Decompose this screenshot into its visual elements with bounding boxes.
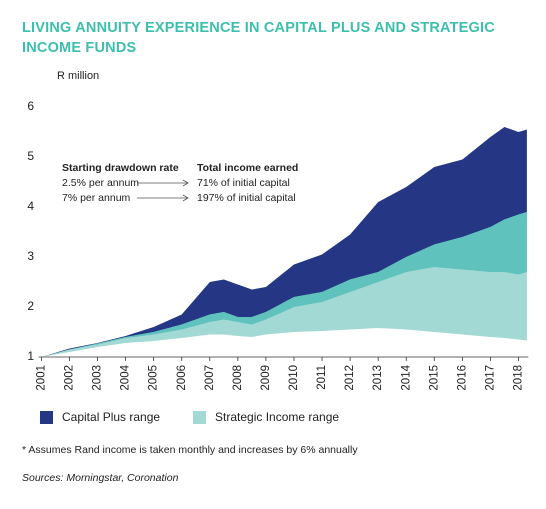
y-tick-label: 2 [27, 299, 34, 313]
chart-title: INCOME FUNDS [22, 40, 137, 56]
x-tick-label: 2002 [64, 365, 76, 391]
x-tick-label: 2015 [428, 365, 440, 391]
inset-table: Starting drawdown rate Total income earn… [62, 162, 298, 204]
x-tick-label: 2014 [400, 364, 412, 390]
x-tick-label: 2010 [288, 365, 300, 391]
legend-swatch [193, 411, 206, 424]
arrow [137, 179, 189, 202]
y-tick-label: 5 [27, 149, 34, 163]
x-tick-label: 2009 [260, 365, 272, 391]
legend-label: Strategic Income range [215, 410, 339, 424]
x-tick-label: 2011 [316, 365, 328, 390]
inset-cell: 197% of initial capital [197, 192, 296, 204]
y-axis-label: R million [57, 70, 99, 82]
footnote: * Assumes Rand income is taken monthly a… [22, 444, 358, 456]
x-tick-label: 2007 [204, 365, 216, 391]
plot-area: 1 2 3 4 5 6 2001 2002 2003 2004 2005 2006 2007 2008 20… [27, 99, 529, 391]
legend-label: Capital Plus range [62, 410, 160, 424]
sources: Sources: Morningstar, Coronation [22, 472, 179, 484]
inset-cell: 2.5% per annum [62, 177, 139, 189]
legend: Capital Plus range Strategic Income range [40, 410, 339, 424]
x-tick-label: 2017 [484, 365, 496, 391]
x-tick-label: 2001 [35, 365, 47, 391]
y-tick-label: 1 [27, 349, 34, 363]
range-area [41, 212, 527, 357]
inset-cell: 71% of initial capital [197, 177, 290, 189]
x-tick-label: 2018 [513, 365, 525, 391]
y-tick-label: 6 [27, 99, 34, 113]
y-tick-label: 3 [27, 249, 34, 263]
y-tick-label: 4 [27, 199, 34, 213]
chart-title: LIVING ANNUITY EXPERIENCE IN CAPITAL PLU… [22, 20, 495, 36]
x-tick-label: 2004 [120, 364, 132, 390]
x-tick-label: 2016 [456, 365, 468, 391]
inset-header: Total income earned [197, 162, 298, 174]
x-tick-label: 2003 [92, 365, 104, 391]
inset-header: Starting drawdown rate [62, 162, 179, 174]
x-tick-label: 2005 [148, 365, 160, 391]
inset-cell: 7% per annum [62, 192, 131, 204]
x-tick-label: 2013 [372, 365, 384, 391]
x-tick-label: 2008 [232, 365, 244, 391]
legend-swatch [40, 411, 53, 424]
x-tick-label: 2012 [344, 365, 356, 391]
x-tick-label: 2006 [176, 365, 188, 391]
